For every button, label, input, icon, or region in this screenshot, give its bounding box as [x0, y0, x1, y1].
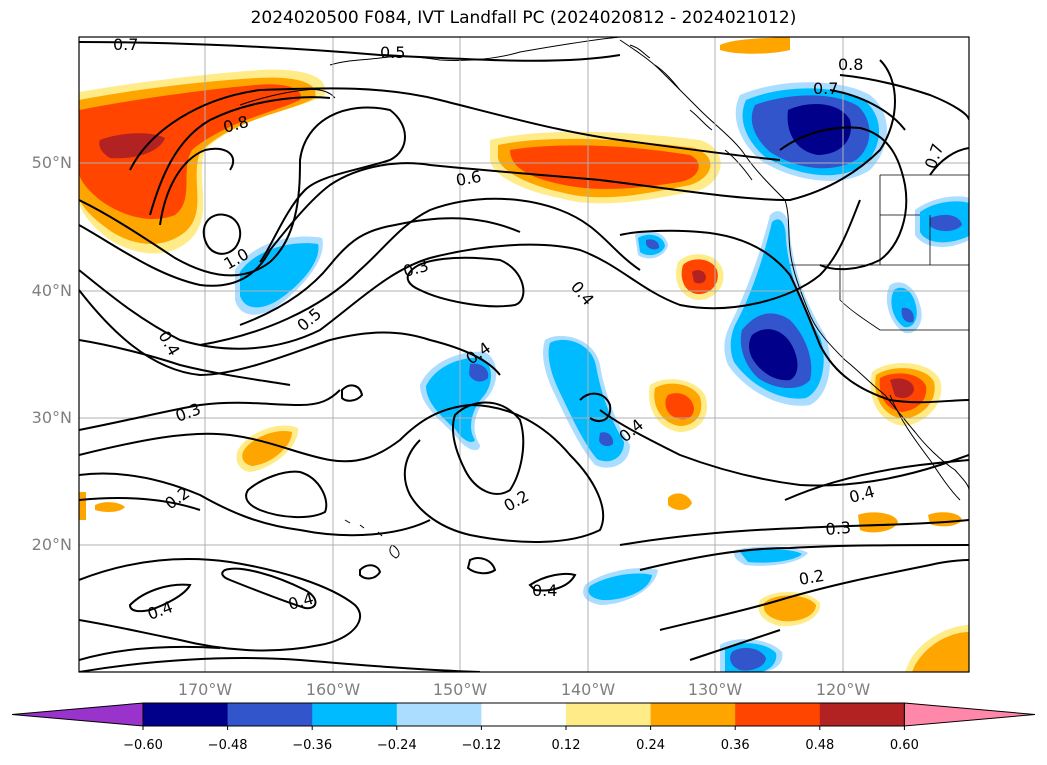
- colorbar-segment: [312, 703, 398, 726]
- positive-shading: [79, 37, 969, 672]
- colorbar-segment: [143, 703, 229, 726]
- colorbar-extend-max: [903, 702, 1036, 727]
- colorbar-outline: [142, 702, 905, 727]
- lon-label: 140°W: [560, 680, 616, 699]
- colorbar-tick-label: −0.36: [292, 738, 333, 753]
- map-frame: [78, 36, 970, 673]
- lon-label: 160°W: [305, 680, 361, 699]
- lat-label: 40°N: [31, 281, 72, 300]
- lon-label: 130°W: [687, 680, 743, 699]
- lat-label: 20°N: [31, 535, 72, 554]
- colorbar-tick-label: 0.12: [551, 738, 581, 753]
- contour-lines: [79, 41, 969, 672]
- lon-label: 120°W: [815, 680, 871, 699]
- lat-label: 30°N: [31, 408, 72, 427]
- colorbar-tick-label: 0.48: [805, 738, 835, 753]
- colorbar-segment: [227, 703, 313, 726]
- contour-label: 0.4: [532, 581, 557, 600]
- contour-label: 0.6: [454, 167, 482, 190]
- map-area: 0.7 0.5 0.8 0.8 0.7 0.7 0.6 1.0 0.3 0.4 …: [79, 35, 969, 672]
- colorbar-tick-label: −0.60: [123, 738, 163, 753]
- colorbar-tick-label: 0.24: [636, 738, 666, 753]
- map-title: 2024020500 F084, IVT Landfall PC (202402…: [250, 8, 797, 28]
- contour-label: 0.3: [825, 518, 852, 539]
- colorbar-segment: [566, 703, 652, 726]
- colorbar-tick-label: 0.60: [889, 738, 919, 753]
- contour-label: 0.8: [838, 55, 863, 74]
- colorbar-segment: [819, 703, 905, 726]
- colorbar-segment: [396, 703, 482, 726]
- lon-label: 170°W: [177, 680, 233, 699]
- colorbar-tick-label: −0.48: [207, 738, 248, 753]
- lat-label: 50°N: [31, 153, 72, 172]
- contour-label: 0.2: [797, 566, 825, 589]
- colorbar-segment: [481, 703, 567, 726]
- lon-label: 150°W: [432, 680, 488, 699]
- contour-label: 0.7: [813, 79, 838, 98]
- colorbar: [11, 702, 1036, 730]
- contour-label: 0.7: [113, 35, 138, 54]
- coastlines: [239, 37, 969, 559]
- contour-label: 0.5: [380, 43, 405, 62]
- colorbar-tick-label: 0.36: [720, 738, 750, 753]
- colorbar-tick-label: −0.24: [376, 738, 417, 753]
- negative-shading: [235, 82, 969, 672]
- colorbar-segment: [735, 703, 821, 726]
- colorbar-segment: [650, 703, 736, 726]
- colorbar-tick-label: −0.12: [461, 738, 502, 753]
- colorbar-extend-min: [11, 702, 144, 727]
